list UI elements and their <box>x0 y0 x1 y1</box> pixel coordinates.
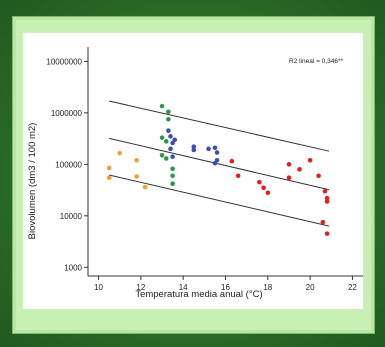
data-point <box>212 145 218 151</box>
data-point <box>168 146 173 152</box>
data-point <box>170 140 175 146</box>
data-point <box>235 173 241 179</box>
data-point <box>286 175 292 180</box>
data-points <box>106 103 330 236</box>
data-point <box>163 139 169 144</box>
chart-card: 10 12 14 16 18 20 22 1000 10000 100000 1000000 1000… <box>23 33 363 309</box>
data-point <box>265 190 271 196</box>
y-tick-label: 1000000 <box>51 109 83 118</box>
data-point <box>117 150 123 156</box>
data-point <box>191 144 197 150</box>
data-point <box>106 165 112 171</box>
data-point <box>229 158 235 164</box>
data-point <box>170 181 175 187</box>
data-point <box>134 174 139 179</box>
data-point <box>324 231 330 236</box>
data-point <box>257 179 262 185</box>
data-point <box>286 162 292 167</box>
data-point <box>170 166 175 172</box>
data-point <box>324 195 330 201</box>
x-tick-label: 10 <box>94 283 103 292</box>
regression-lines <box>109 100 330 227</box>
data-point <box>159 152 165 158</box>
data-point <box>261 185 266 191</box>
data-point <box>170 154 175 160</box>
data-point <box>166 109 171 115</box>
regression-line-fit <box>109 137 330 191</box>
r2-annotation: R2 lineal = 0,346** <box>289 58 343 65</box>
data-point <box>212 160 218 166</box>
data-point <box>316 173 321 179</box>
y-tick-label: 100000 <box>55 160 82 169</box>
data-point <box>134 157 139 163</box>
x-axis-title: Temperatura media anual (°C) <box>135 289 262 300</box>
data-point <box>322 188 328 194</box>
data-point <box>163 156 169 161</box>
scatter-chart: 10 12 14 16 18 20 22 1000 10000 100000 1000000 1000… <box>27 47 363 300</box>
axes: 10 12 14 16 18 20 22 1000 10000 100000 1000000 1000… <box>46 47 363 292</box>
data-point <box>168 134 173 139</box>
data-point <box>307 157 313 163</box>
y-tick-label: 10000 <box>60 212 83 221</box>
data-point <box>170 173 175 179</box>
data-point <box>191 147 197 153</box>
x-tick-label: 22 <box>348 283 357 292</box>
data-point <box>159 103 165 109</box>
x-tick-label: 20 <box>306 283 315 292</box>
data-point <box>206 146 211 152</box>
data-point <box>166 128 171 134</box>
data-point <box>106 175 112 180</box>
regression-line-lower <box>109 174 330 227</box>
data-point <box>166 116 171 122</box>
x-tick-label: 14 <box>179 283 188 292</box>
y-axis-title: Biovolumen (dm3 / 100 m2) <box>27 123 38 240</box>
data-point <box>324 199 330 204</box>
x-tick-label: 16 <box>221 283 230 292</box>
x-tick-label: 18 <box>263 283 272 292</box>
figure-panel: 10 12 14 16 18 20 22 1000 10000 100000 1000000 1000… <box>12 16 375 334</box>
x-tick-label: 12 <box>136 283 145 292</box>
data-point <box>142 184 148 190</box>
y-tick-label: 1000 <box>64 263 82 272</box>
regression-line-upper <box>109 100 330 152</box>
data-point <box>297 167 302 172</box>
y-tick-label: 10000000 <box>46 57 82 66</box>
data-point <box>159 135 165 140</box>
data-point <box>320 219 326 225</box>
data-point <box>214 150 220 155</box>
